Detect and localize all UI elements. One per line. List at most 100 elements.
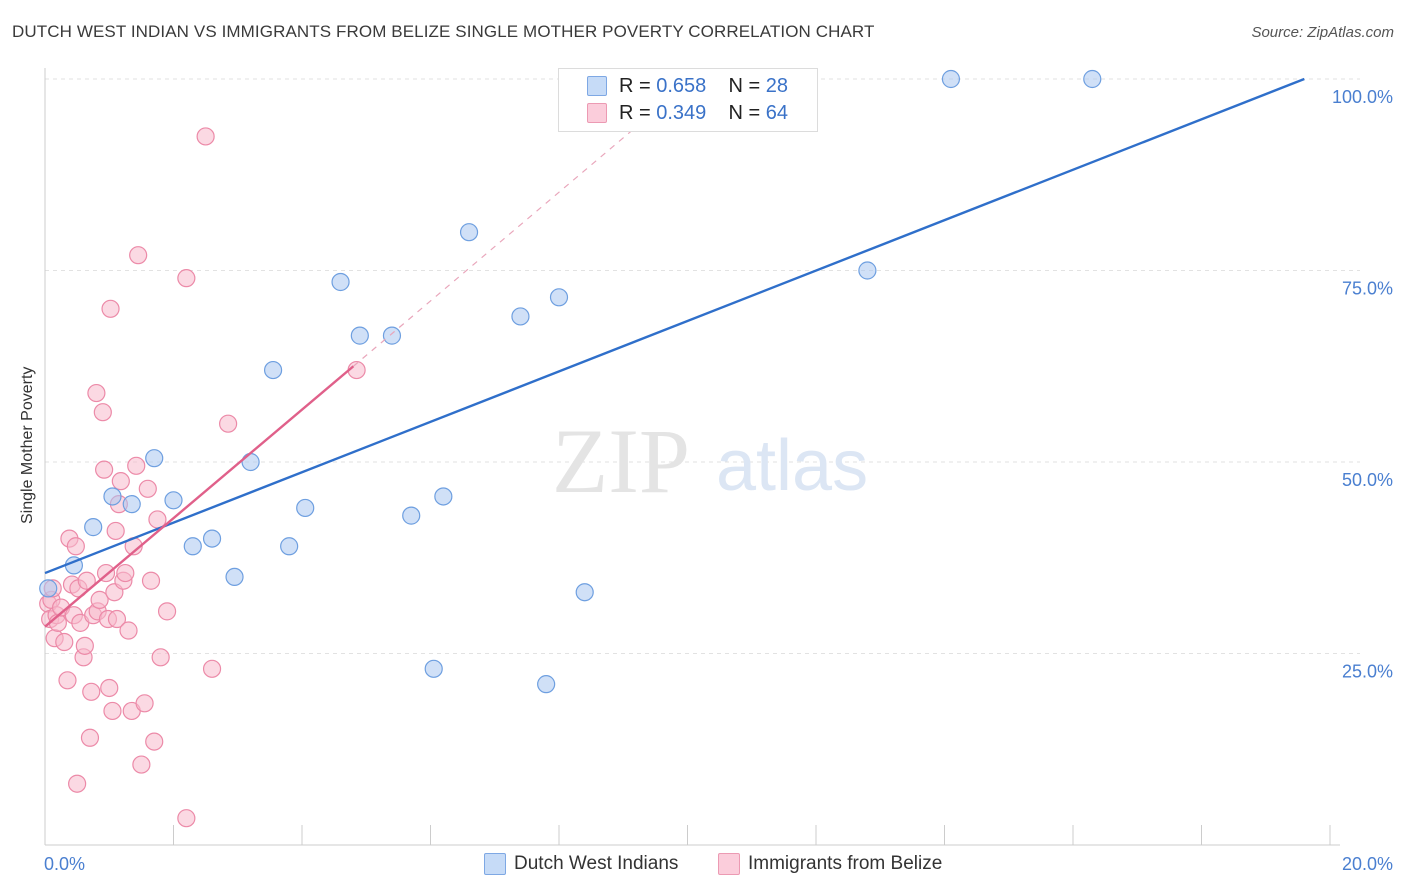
data-point-belize <box>116 563 135 583</box>
data-point-belize <box>75 636 94 655</box>
data-point-dutch-west-indian <box>549 288 569 307</box>
data-point-belize <box>90 590 109 609</box>
data-point-dutch-west-indian <box>575 583 594 602</box>
data-point-dutch-west-indian <box>537 675 556 694</box>
data-point-belize <box>127 456 146 475</box>
dutch-west-indian-points <box>39 69 1102 694</box>
data-point-belize <box>119 621 138 640</box>
watermark-atlas: atlas <box>716 426 868 506</box>
belize-points <box>39 127 366 828</box>
series-legend: Dutch West Indians Immigrants from Beliz… <box>0 850 1406 878</box>
swatch-dutch-west-indians <box>587 76 607 96</box>
trend-line-belize-extension <box>353 93 676 367</box>
y-tick-label-50: 50.0% <box>1342 470 1393 490</box>
data-point-belize <box>106 521 125 541</box>
data-point-belize <box>66 537 85 556</box>
data-point-belize <box>107 609 127 629</box>
n-label: N = <box>728 75 761 97</box>
data-point-dutch-west-indian <box>39 579 58 598</box>
data-point-belize <box>219 414 238 433</box>
source-label: Source: ZipAtlas.com <box>1251 24 1394 41</box>
trend-lines <box>44 77 1305 628</box>
data-point-belize <box>157 602 177 621</box>
data-point-dutch-west-indian <box>164 491 183 510</box>
data-point-dutch-west-indian <box>459 223 479 242</box>
data-point-belize <box>177 809 196 828</box>
watermark: ZIP atlas <box>552 410 868 512</box>
y-tick-label-100: 100.0% <box>1332 87 1393 107</box>
data-point-belize <box>68 774 87 793</box>
data-point-dutch-west-indian <box>183 537 202 556</box>
tick-labels: 25.0% 50.0% 75.0% 100.0% 0.0% 20.0% <box>44 87 1393 874</box>
data-point-belize <box>100 678 119 698</box>
chart-title: DUTCH WEST INDIAN VS IMMIGRANTS FROM BEL… <box>12 22 875 41</box>
data-point-belize <box>138 479 157 498</box>
data-point-belize <box>93 403 112 422</box>
data-point-belize <box>101 299 120 318</box>
x-tick-label-max: 20.0% <box>1342 854 1393 874</box>
data-point-dutch-west-indian <box>1083 69 1102 89</box>
r-label: R = <box>619 75 651 97</box>
y-tick-label-25: 25.0% <box>1342 662 1393 682</box>
r-value-dutch: 0.658 <box>656 75 707 97</box>
data-point-dutch-west-indian <box>202 529 222 548</box>
stats-text-belize: R = 0.349 N = 64 <box>619 100 788 126</box>
y-tick-label-75: 75.0% <box>1342 279 1393 299</box>
data-point-belize <box>196 127 215 146</box>
data-point-dutch-west-indian <box>350 326 369 345</box>
stats-legend: R = 0.658 N = 28 R = 0.349 N = 64 <box>558 68 818 132</box>
r-value-belize: 0.349 <box>656 102 707 124</box>
data-point-belize <box>202 659 222 678</box>
data-point-dutch-west-indian <box>84 518 103 537</box>
trend-line-dutch-west-indians <box>44 77 1305 575</box>
data-point-belize <box>129 246 148 265</box>
legend-swatch-dutch <box>484 853 506 875</box>
data-point-belize <box>95 460 114 479</box>
legend-swatch-belize <box>718 853 740 875</box>
legend-label-dutch: Dutch West Indians <box>514 853 679 874</box>
n-value-dutch: 28 <box>765 75 789 97</box>
data-point-dutch-west-indian <box>941 69 961 89</box>
data-point-belize <box>87 383 106 403</box>
data-point-dutch-west-indian <box>280 537 299 556</box>
n-value-belize: 64 <box>765 102 789 124</box>
data-point-belize <box>58 671 77 690</box>
data-point-belize <box>80 728 100 747</box>
data-point-dutch-west-indian <box>103 487 122 506</box>
data-point-dutch-west-indian <box>858 261 877 280</box>
data-point-belize <box>132 755 151 774</box>
data-point-dutch-west-indian <box>225 567 244 587</box>
data-point-belize <box>145 732 164 751</box>
x-tick-label-min: 0.0% <box>44 854 85 874</box>
data-point-dutch-west-indian <box>145 449 164 468</box>
data-point-dutch-west-indian <box>402 506 421 525</box>
data-point-dutch-west-indian <box>263 360 283 380</box>
data-point-dutch-west-indian <box>434 487 453 506</box>
data-point-belize <box>141 571 161 590</box>
data-point-dutch-west-indian <box>122 495 141 514</box>
data-point-dutch-west-indian <box>296 498 315 518</box>
n-label: N = <box>728 102 761 124</box>
r-label: R = <box>619 102 651 124</box>
legend-label-belize: Immigrants from Belize <box>748 853 943 874</box>
stats-text-dutch: R = 0.658 N = 28 <box>619 73 788 99</box>
data-point-belize <box>77 571 96 590</box>
data-point-dutch-west-indian <box>331 272 350 292</box>
data-point-belize <box>135 694 154 713</box>
data-point-dutch-west-indian <box>424 659 443 678</box>
data-point-dutch-west-indian <box>511 307 530 326</box>
swatch-belize <box>587 103 607 123</box>
grid-lines <box>45 78 1360 654</box>
axes <box>44 68 1340 846</box>
watermark-zip: ZIP <box>552 410 690 512</box>
data-point-belize <box>103 701 122 721</box>
data-point-belize <box>111 472 130 491</box>
data-point-dutch-west-indian <box>382 326 402 345</box>
data-point-belize <box>55 632 74 652</box>
data-point-belize <box>151 648 170 667</box>
data-point-belize <box>82 682 101 701</box>
data-point-dutch-west-indian <box>241 452 260 472</box>
data-point-belize <box>177 269 196 288</box>
trend-line-belize <box>44 365 355 628</box>
